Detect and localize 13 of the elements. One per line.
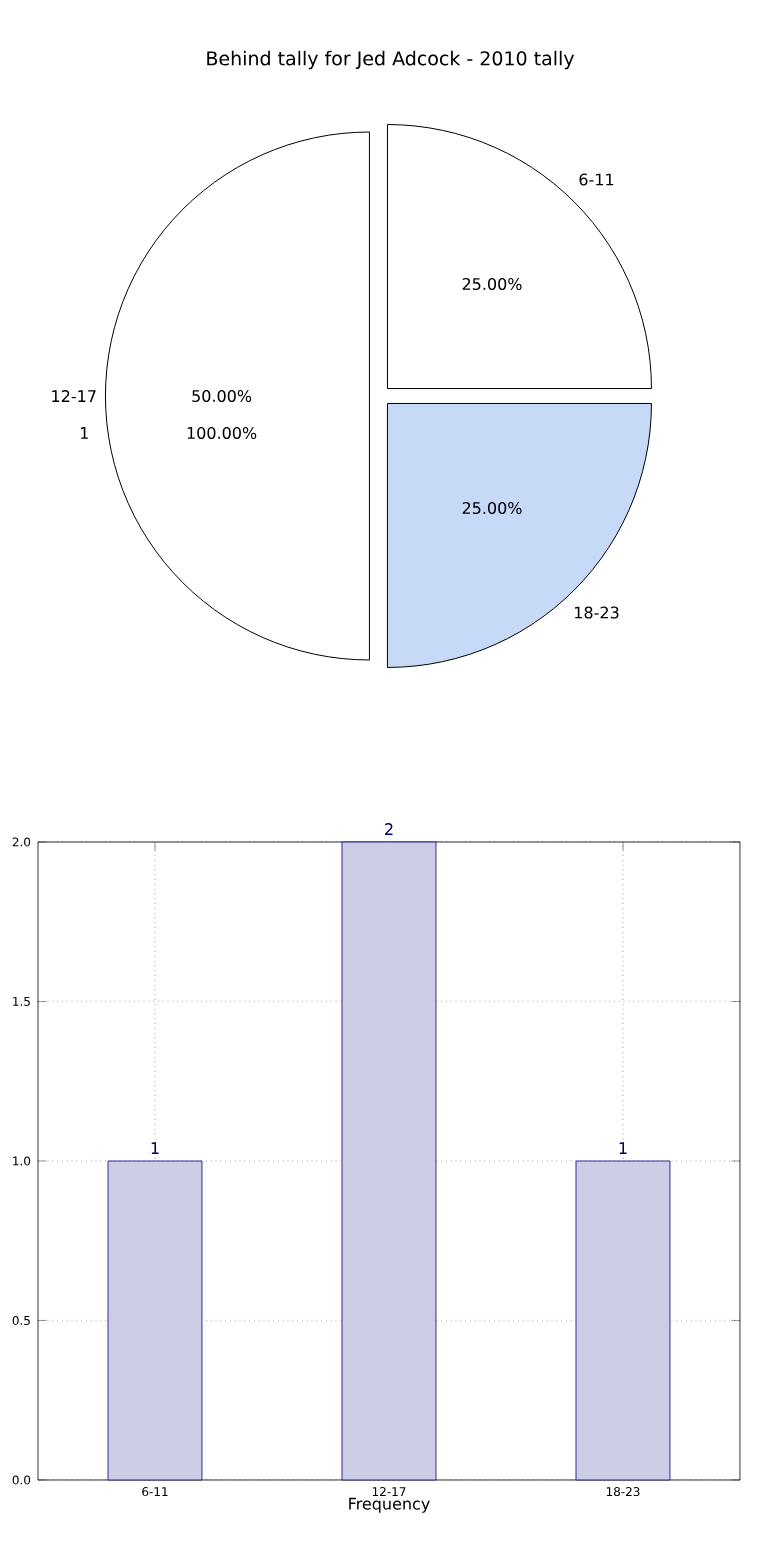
data-label: 25.00% xyxy=(462,277,522,291)
chart-title: Behind tally for Jed Adcock - 2010 tally xyxy=(207,50,575,70)
data-label: 2 xyxy=(385,823,393,835)
text: 100.00% xyxy=(187,426,257,439)
data-label: 50.00% xyxy=(192,389,252,403)
slice-label: 12-17 xyxy=(52,390,96,402)
slice-label: 6-11 xyxy=(579,173,614,186)
slice-label: 18-23 xyxy=(575,606,619,619)
data-label: 1 xyxy=(151,1142,159,1154)
data-label: 25.00% xyxy=(462,501,522,515)
x-axis-title: Frequency xyxy=(349,1497,430,1513)
text: 1 xyxy=(80,427,88,439)
data-label: 1 xyxy=(619,1142,627,1154)
